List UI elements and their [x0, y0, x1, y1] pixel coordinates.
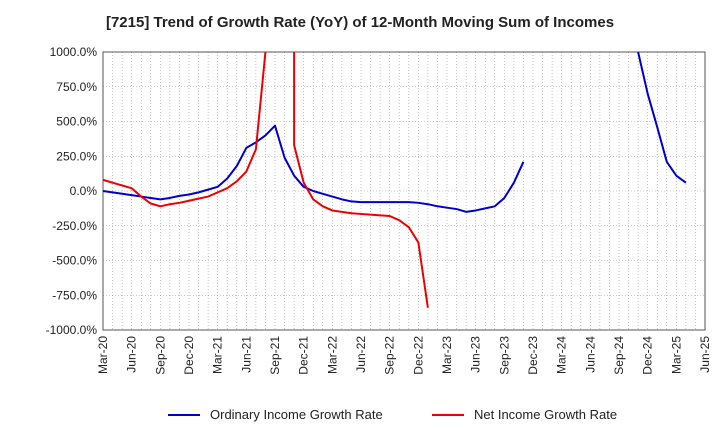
- x-tick-label: Mar-20: [96, 336, 110, 374]
- x-tick-label: Mar-25: [669, 336, 683, 374]
- grid-layer: [102, 51, 706, 331]
- x-tick-label: Sep-21: [268, 336, 282, 375]
- series-1-line-2: [637, 51, 687, 184]
- legend: Ordinary Income Growth Rate Net Income Gr…: [168, 407, 617, 422]
- y-tick-label: 750.0%: [56, 80, 97, 94]
- chart-title: [7215] Trend of Growth Rate (YoY) of 12-…: [105, 14, 615, 31]
- y-tick-label: 1000.0%: [50, 45, 98, 59]
- y-tick-label: 500.0%: [56, 115, 97, 129]
- x-tick-label: Sep-20: [153, 336, 167, 375]
- x-tick-label: Sep-24: [612, 336, 626, 375]
- x-tick-label: Sep-23: [497, 336, 511, 375]
- axis-layer: 1000.0% 750.0% 500.0% 250.0% 0.0% -250.0% -500…: [46, 45, 712, 375]
- x-tick-label: Jun-25: [698, 336, 712, 373]
- x-tick-label: Dec-24: [641, 336, 655, 375]
- legend-label-1: Ordinary Income Growth Rate: [210, 407, 383, 422]
- y-tick-label: -500.0%: [52, 254, 97, 268]
- x-tick-label: Dec-21: [297, 336, 311, 375]
- legend-label-2: Net Income Growth Rate: [474, 407, 617, 422]
- series-1-line-1: [102, 124, 525, 213]
- x-tick-label: Mar-22: [325, 336, 339, 374]
- x-tick-label: Mar-24: [555, 336, 569, 374]
- x-tick-label: Jun-24: [583, 336, 597, 373]
- x-tick-label: Dec-22: [411, 336, 425, 375]
- series-2-line-1: [102, 51, 267, 208]
- x-tick-label: Jun-20: [125, 336, 139, 373]
- x-tick-label: Dec-23: [526, 336, 540, 375]
- y-tick-label: 0.0%: [70, 184, 98, 198]
- y-tick-label: 250.0%: [56, 149, 97, 163]
- series-2-line-2: [293, 52, 429, 308]
- x-tick-label: Mar-23: [440, 336, 454, 374]
- x-tick-label: Jun-22: [354, 336, 368, 373]
- series-layer: [102, 51, 687, 308]
- x-tick-label: Jun-23: [469, 336, 483, 373]
- y-tick-label: -750.0%: [52, 288, 97, 302]
- x-tick-label: Jun-21: [239, 336, 253, 373]
- x-tick-label: Dec-20: [182, 336, 196, 375]
- y-tick-label: -250.0%: [52, 219, 97, 233]
- x-tick-label: Sep-22: [383, 336, 397, 375]
- x-tick-label: Mar-21: [211, 336, 225, 374]
- y-tick-label: -1000.0%: [46, 323, 98, 337]
